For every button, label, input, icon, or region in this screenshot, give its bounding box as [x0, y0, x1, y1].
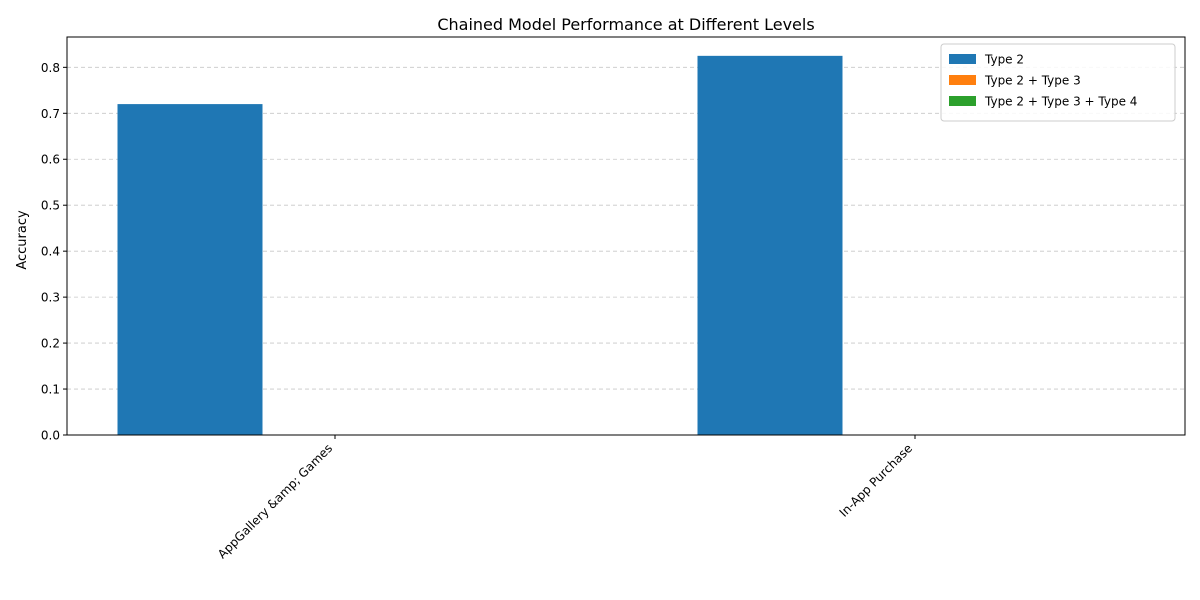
y-tick-label: 0.6 [41, 153, 60, 167]
chart-title: Chained Model Performance at Different L… [437, 15, 814, 34]
bars [117, 55, 843, 435]
legend-box [940, 43, 1176, 122]
y-axis-label: Accuracy [15, 210, 30, 270]
legend-swatch [949, 96, 976, 106]
legend: Type 2 Type 2 + Type 3 Type 2 + Type 3 + T… [940, 43, 1176, 122]
plot-frame [66, 36, 1186, 436]
legend-swatch [949, 54, 976, 64]
y-tick-label: 0.2 [41, 337, 60, 351]
y-ticks: 0.0 0.1 0.2 0.3 0.4 0.5 0.6 0.7 0.8 [41, 61, 67, 443]
y-tick-label: 0.4 [41, 245, 60, 259]
y-tick-label: 0.3 [41, 291, 60, 305]
bar-type-2-1 [697, 55, 843, 435]
legend-label: Type 2 + Type 3 [984, 74, 1081, 88]
y-tick-label: 0.8 [41, 61, 60, 75]
axes [66, 36, 1186, 436]
legend-label: Type 2 [984, 53, 1024, 67]
y-tick-label: 0.7 [41, 107, 60, 121]
y-tick-label: 0.1 [41, 383, 60, 397]
legend-swatch [949, 75, 976, 85]
legend-label: Type 2 + Type 3 + Type 4 [984, 95, 1137, 109]
bar-type-2-0 [117, 104, 263, 435]
y-tick-label: 0.0 [41, 429, 60, 443]
y-tick-label: 0.5 [41, 199, 60, 213]
